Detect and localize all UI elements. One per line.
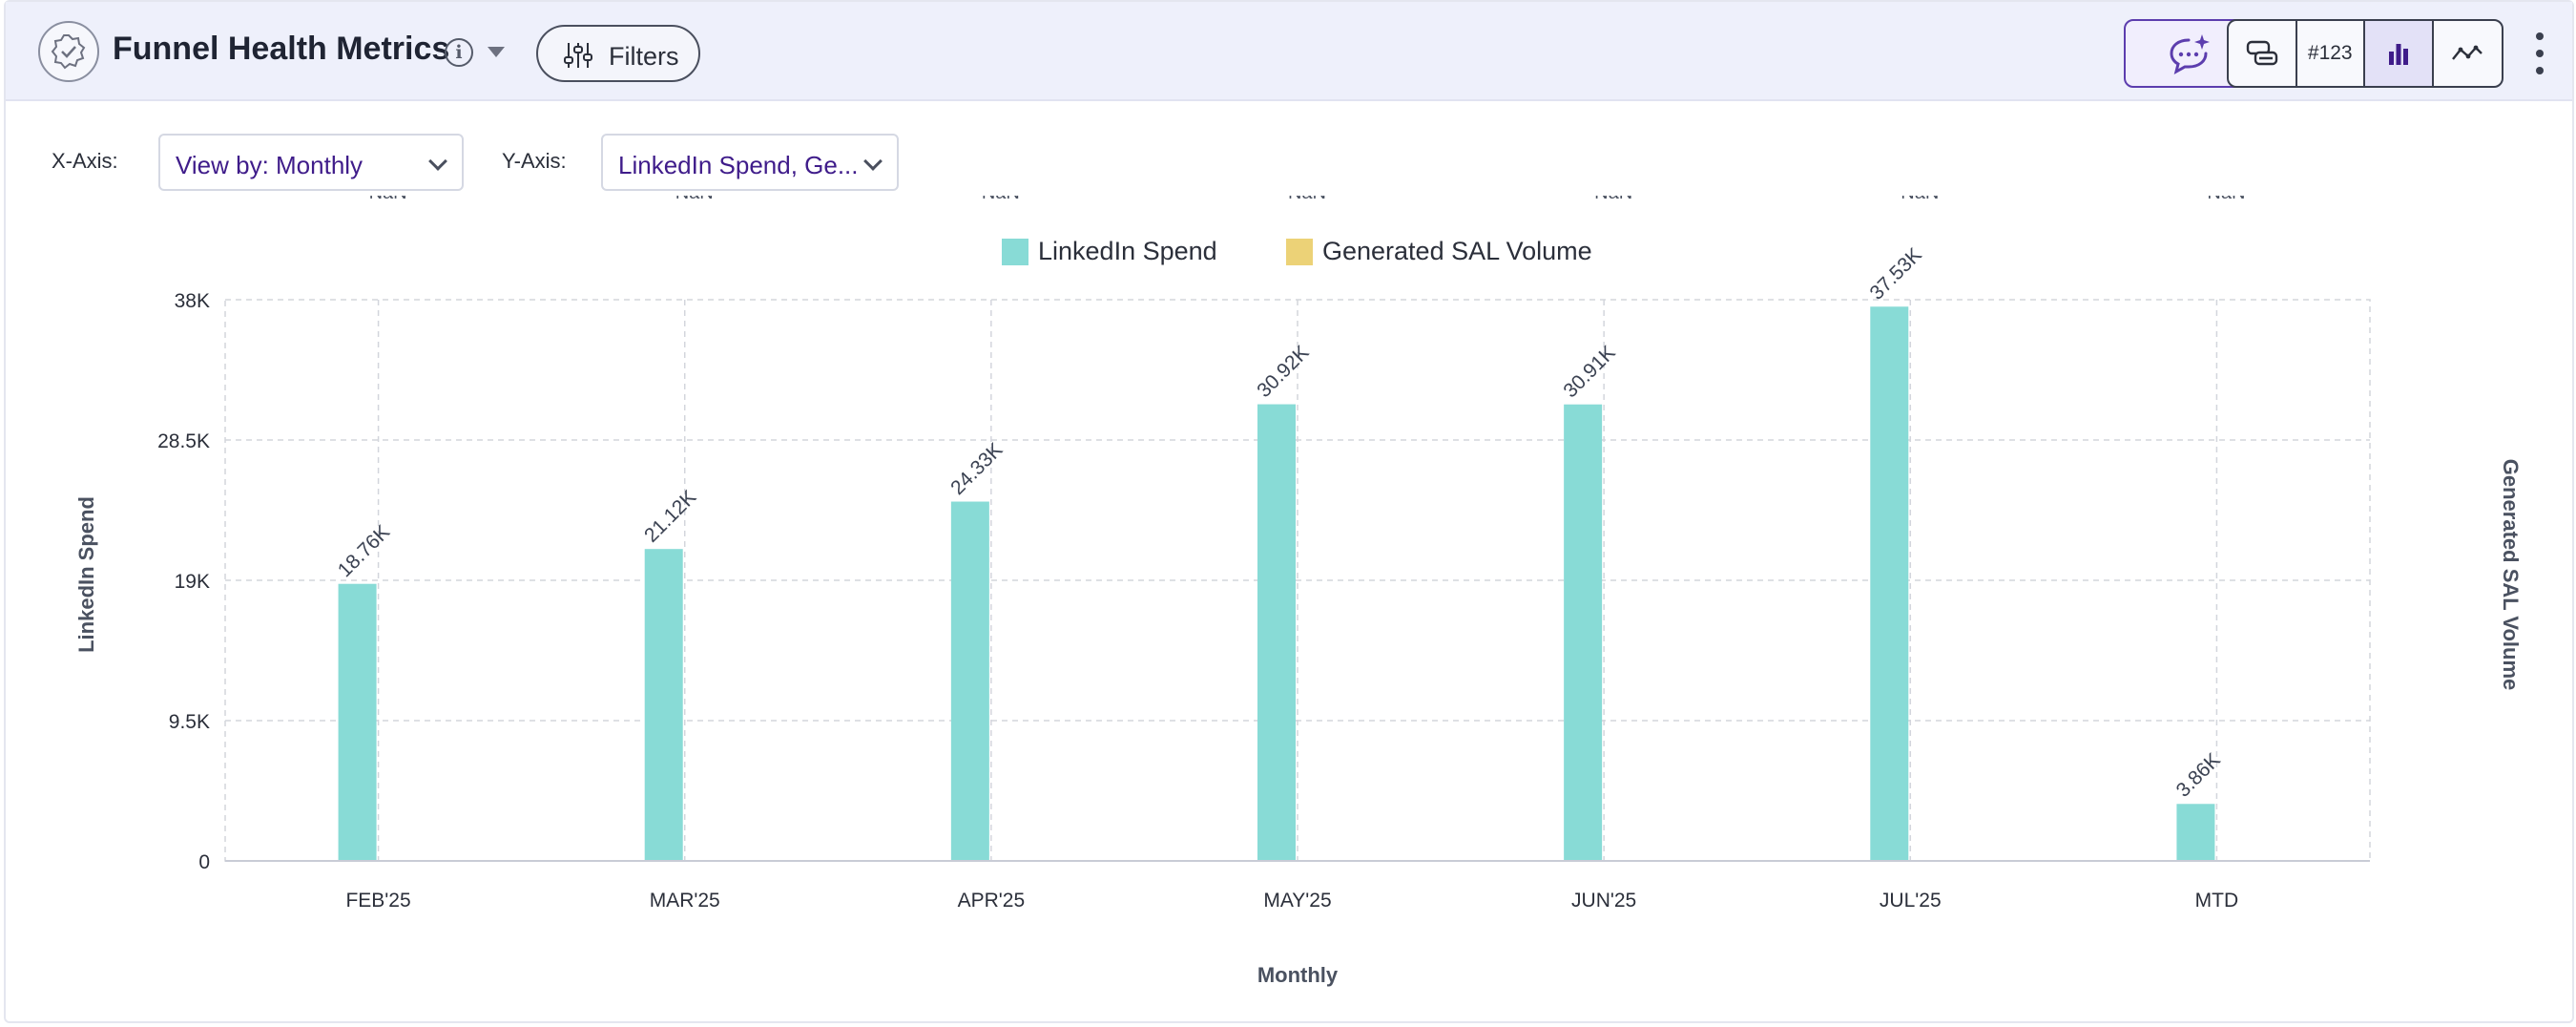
sparkle-chat-icon (2170, 34, 2210, 74)
legend-item-sal-volume[interactable]: Generated SAL Volume (1286, 237, 1592, 266)
bar-chart-view-button[interactable] (2365, 21, 2434, 86)
verified-badge-icon (38, 21, 99, 82)
filters-label: Filters (609, 42, 679, 71)
widget-frame (4, 0, 2574, 1023)
title-dropdown-caret-icon[interactable] (488, 47, 505, 57)
legend-swatch-linkedin-spend (1002, 238, 1028, 265)
x-axis-select[interactable]: View by: Monthly (158, 134, 464, 191)
info-icon[interactable]: i (445, 38, 473, 67)
chevron-down-icon (863, 152, 883, 171)
widget-header: Funnel Health Metrics i Filters (6, 2, 2572, 101)
y-axis-control-label: Y-Axis: (502, 149, 567, 173)
legend-label-linkedin-spend: LinkedIn Spend (1038, 237, 1217, 265)
number-view-button[interactable]: #123 (2297, 21, 2365, 86)
table-view-button[interactable] (2229, 21, 2297, 86)
legend-item-linkedin-spend[interactable]: LinkedIn Spend (1002, 237, 1217, 266)
line-chart-icon (2452, 45, 2483, 60)
chevron-down-icon (428, 152, 447, 171)
sliders-icon (564, 43, 592, 68)
y-axis-select-value: LinkedIn Spend, Ge... (618, 151, 859, 179)
legend-label-sal-volume: Generated SAL Volume (1322, 237, 1592, 265)
table-view-icon (2246, 40, 2277, 66)
filters-button[interactable]: Filters (536, 25, 700, 82)
bar-chart-icon (2388, 44, 2408, 65)
x-axis-select-value: View by: Monthly (176, 151, 364, 179)
widget-title: Funnel Health Metrics (113, 31, 450, 67)
y-axis-select[interactable]: LinkedIn Spend, Ge... (601, 134, 899, 191)
x-axis-control-label: X-Axis: (52, 149, 118, 173)
legend-swatch-sal-volume (1286, 238, 1313, 265)
view-switcher: #123 (2227, 19, 2503, 88)
more-vertical-icon[interactable] (2534, 32, 2545, 74)
number-view-label: #123 (2307, 42, 2353, 64)
line-chart-view-button[interactable] (2434, 21, 2502, 86)
